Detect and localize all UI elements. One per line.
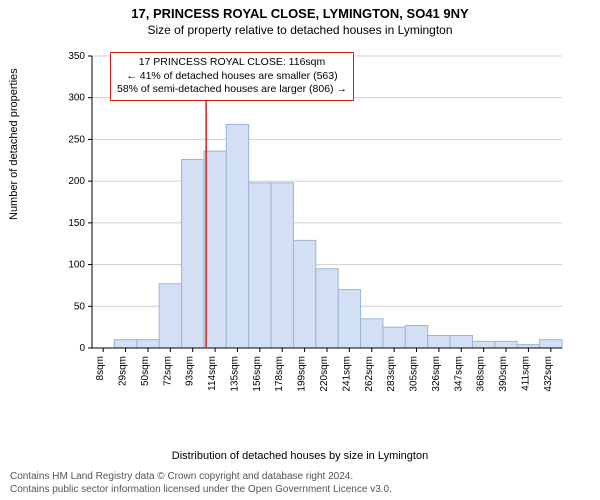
svg-text:220sqm: 220sqm: [319, 356, 330, 392]
svg-text:283sqm: 283sqm: [386, 356, 397, 392]
svg-text:135sqm: 135sqm: [229, 356, 240, 392]
svg-text:368sqm: 368sqm: [476, 356, 487, 392]
annotation-box: 17 PRINCESS ROYAL CLOSE: 116sqm ← 41% of…: [110, 52, 354, 101]
y-axis-label: Number of detached properties: [8, 68, 20, 220]
page-title: 17, PRINCESS ROYAL CLOSE, LYMINGTON, SO4…: [0, 0, 600, 21]
annotation-line1: 17 PRINCESS ROYAL CLOSE: 116sqm: [117, 56, 347, 70]
svg-text:300: 300: [68, 93, 85, 104]
svg-text:347sqm: 347sqm: [453, 356, 464, 392]
svg-text:150: 150: [68, 218, 85, 229]
svg-text:114sqm: 114sqm: [207, 356, 218, 391]
svg-text:390sqm: 390sqm: [498, 356, 509, 392]
footer-line1: Contains HM Land Registry data © Crown c…: [10, 470, 392, 483]
page-subtitle: Size of property relative to detached ho…: [0, 21, 600, 37]
svg-text:326sqm: 326sqm: [431, 356, 442, 392]
svg-text:50: 50: [74, 301, 86, 312]
footer-attribution: Contains HM Land Registry data © Crown c…: [10, 470, 392, 496]
svg-text:156sqm: 156sqm: [252, 356, 263, 392]
svg-text:199sqm: 199sqm: [297, 356, 308, 392]
svg-text:262sqm: 262sqm: [364, 356, 375, 392]
svg-text:8sqm: 8sqm: [95, 356, 106, 380]
x-axis-label: Distribution of detached houses by size …: [0, 450, 600, 462]
svg-text:100: 100: [68, 260, 85, 271]
annotation-line2: ← 41% of detached houses are smaller (56…: [117, 70, 347, 84]
svg-text:200: 200: [68, 176, 85, 187]
svg-text:29sqm: 29sqm: [118, 356, 129, 386]
svg-text:305sqm: 305sqm: [409, 356, 420, 392]
svg-text:350: 350: [68, 51, 85, 62]
svg-text:50sqm: 50sqm: [140, 356, 151, 386]
annotation-line3: 58% of semi-detached houses are larger (…: [117, 83, 347, 97]
svg-text:411sqm: 411sqm: [520, 356, 531, 391]
chart-container: 17, PRINCESS ROYAL CLOSE, LYMINGTON, SO4…: [0, 0, 600, 500]
svg-text:72sqm: 72sqm: [162, 356, 173, 386]
svg-text:93sqm: 93sqm: [185, 356, 196, 386]
svg-text:241sqm: 241sqm: [341, 356, 352, 392]
svg-text:432sqm: 432sqm: [543, 356, 554, 392]
svg-text:0: 0: [79, 343, 85, 354]
footer-line2: Contains public sector information licen…: [10, 483, 392, 496]
svg-text:178sqm: 178sqm: [274, 356, 285, 392]
svg-text:250: 250: [68, 134, 85, 145]
